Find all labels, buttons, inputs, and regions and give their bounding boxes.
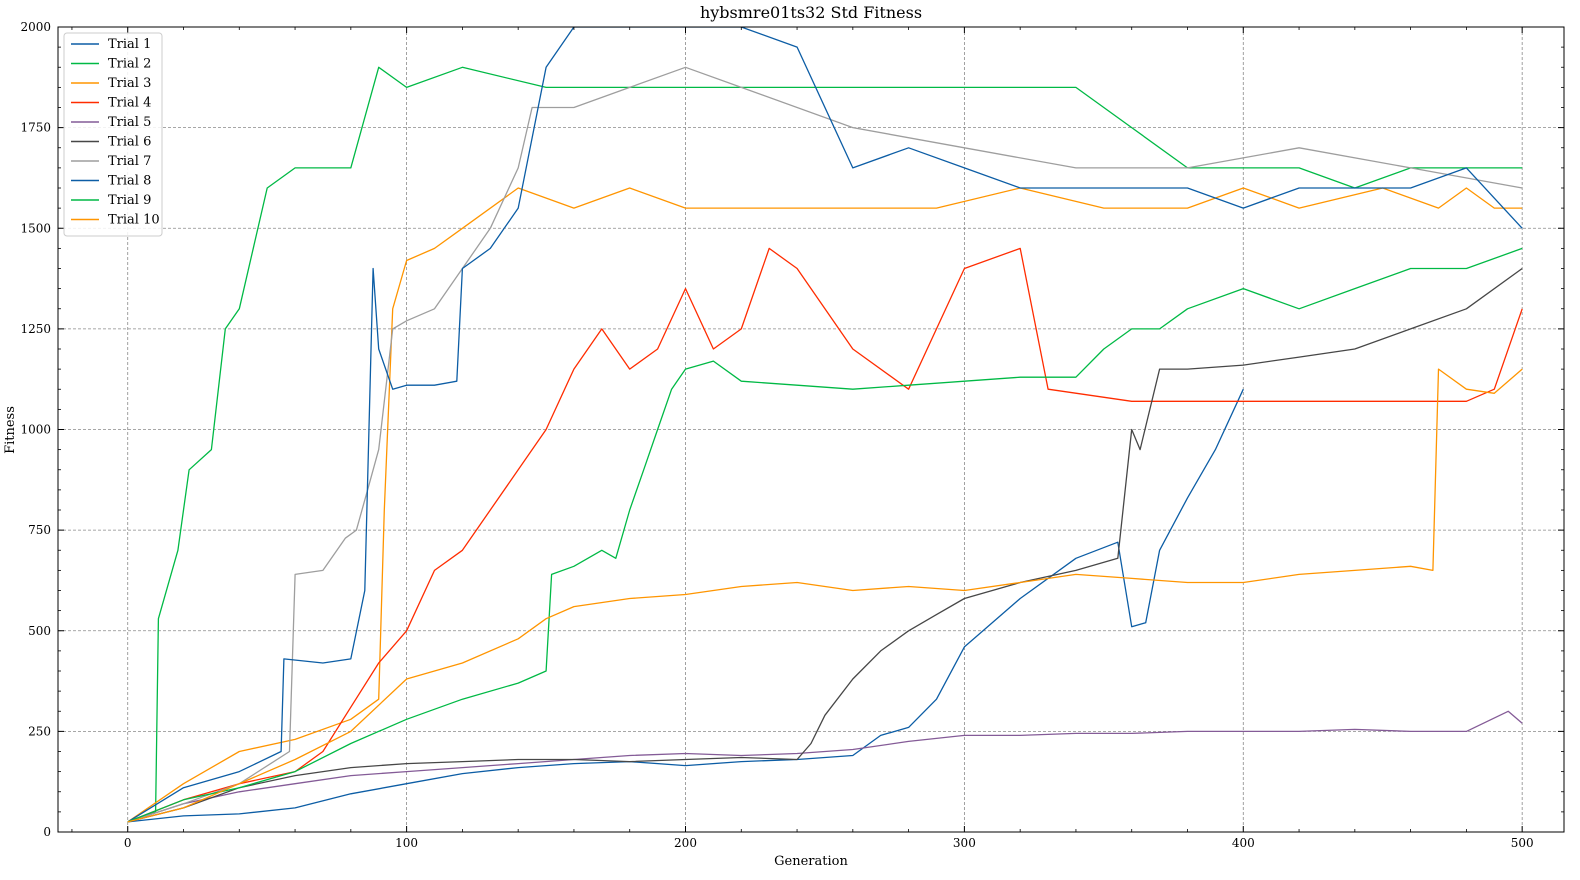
legend-label: Trial 3 — [108, 76, 151, 91]
series-line-trial-9 — [127, 247, 1523, 823]
x-tick-label: 100 — [395, 836, 418, 850]
series-line-trial-2 — [127, 66, 1523, 823]
legend-label: Trial 5 — [108, 115, 151, 130]
y-tick-label: 500 — [28, 624, 51, 638]
x-tick-label: 400 — [1232, 836, 1255, 850]
x-tick-label: 0 — [124, 836, 132, 850]
legend-label: Trial 2 — [108, 57, 151, 72]
y-axis-ticks: 0 250 500 750 1000 1250 1500 1750 2000 — [20, 20, 1564, 839]
legend-label: Trial 10 — [108, 213, 160, 228]
series-line-trial-8 — [127, 27, 1523, 823]
series-lines — [127, 27, 1523, 823]
y-tick-label: 0 — [43, 825, 51, 839]
legend-label: Trial 6 — [108, 135, 151, 150]
series-line-trial-6 — [127, 267, 1523, 823]
legend: Trial 1 Trial 2 Trial 3 Trial 4 Trial 5 Trial… — [63, 32, 163, 237]
legend-label: Trial 7 — [108, 154, 151, 169]
x-axis-ticks: 0 100 200 300 400 500 — [71, 27, 1534, 850]
legend-label: Trial 9 — [108, 193, 151, 208]
series-line-trial-5 — [127, 710, 1523, 823]
series-line-trial-4 — [127, 247, 1523, 823]
series-line-trial-10 — [127, 368, 1523, 823]
x-tick-label: 300 — [953, 836, 976, 850]
y-axis-label: Fitness — [3, 406, 18, 454]
y-tick-label: 2000 — [20, 20, 51, 34]
y-tick-label: 250 — [28, 724, 51, 738]
y-tick-label: 750 — [28, 523, 51, 537]
grid-lines — [58, 27, 1564, 832]
series-line-trial-1 — [127, 388, 1244, 823]
y-tick-label: 1000 — [20, 423, 51, 437]
y-tick-label: 1500 — [20, 221, 51, 235]
series-line-trial-3 — [127, 187, 1523, 823]
x-tick-label: 200 — [674, 836, 697, 850]
legend-label: Trial 8 — [108, 174, 151, 189]
chart-title: hybsmre01ts32 Std Fitness — [700, 3, 922, 22]
legend-label: Trial 1 — [108, 37, 151, 52]
series-line-trial-7 — [127, 66, 1523, 823]
x-axis-label: Generation — [774, 854, 848, 869]
x-tick-label: 500 — [1511, 836, 1534, 850]
y-tick-label: 1750 — [20, 121, 51, 135]
legend-label: Trial 4 — [108, 96, 151, 111]
y-tick-label: 1250 — [20, 322, 51, 336]
